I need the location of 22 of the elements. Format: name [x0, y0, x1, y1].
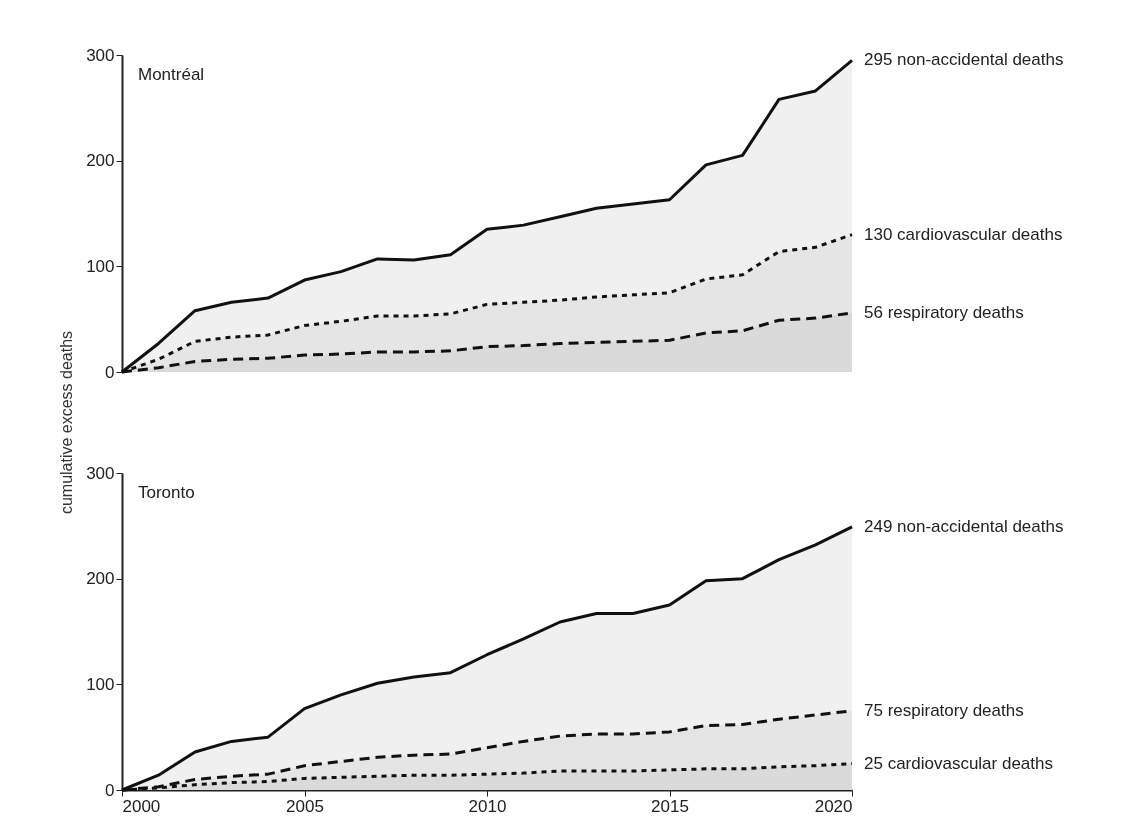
y-tick-label: 300: [86, 463, 115, 483]
y-tick-label: 300: [86, 45, 115, 65]
x-tick-label: 2015: [651, 796, 689, 816]
series-label: 249 non-accidental deaths: [864, 516, 1064, 536]
y-tick-label: 200: [86, 569, 115, 589]
y-tick-label: 0: [105, 780, 115, 800]
x-tick-label: 2020: [814, 796, 853, 816]
y-tick-label: 100: [86, 674, 115, 694]
series-label: 25 cardiovascular deaths: [864, 753, 1054, 773]
x-tick-label: 2010: [468, 796, 507, 816]
text: Montréal: [138, 65, 205, 84]
series-label: 56 respiratory deaths: [864, 302, 1024, 322]
y-tick-label: 100: [86, 256, 115, 276]
series-label: 130 cardiovascular deaths: [864, 224, 1063, 244]
y-tick-label: 0: [105, 362, 115, 382]
x-tick-label: 2005: [286, 796, 324, 816]
series-label: 75 respiratory deaths: [864, 700, 1024, 720]
series-label: 295 non-accidental deaths: [864, 50, 1064, 70]
text: Toronto: [138, 483, 195, 502]
y-axis-title: cumulative excess deaths: [57, 330, 75, 515]
y-tick-label: 200: [86, 151, 115, 171]
x-tick-label: 2000: [122, 796, 161, 816]
